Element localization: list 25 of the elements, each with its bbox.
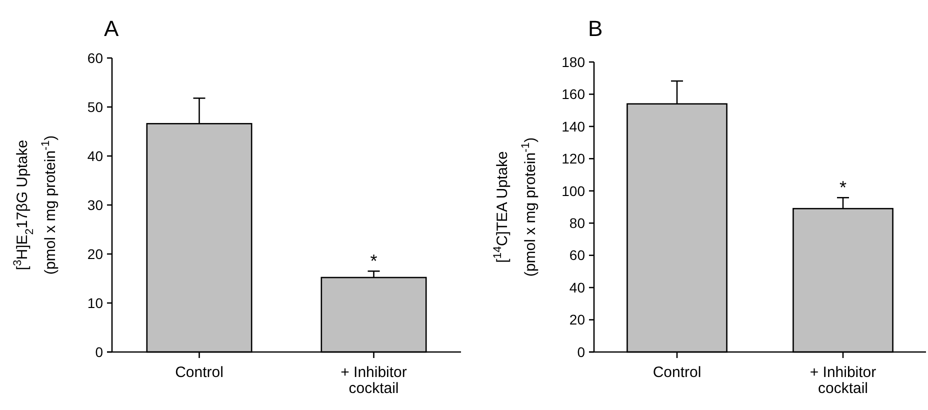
- x-tick-label: Control: [652, 364, 702, 381]
- chart-title: B: [588, 16, 603, 41]
- annotation: *: [839, 178, 847, 198]
- y-tick-label: 100: [562, 182, 586, 199]
- y-tick-label: 140: [562, 118, 586, 134]
- y-tick-label: 0: [577, 344, 586, 360]
- x-tick-label: Control: [175, 364, 224, 381]
- y-tick-label: 30: [87, 196, 104, 213]
- y-tick-label: 20: [569, 312, 586, 328]
- y-tick-label: 40: [569, 279, 586, 296]
- y-tick-label: 120: [562, 150, 586, 167]
- chart-title: A: [104, 16, 119, 41]
- y-tick-label: 80: [569, 215, 586, 232]
- y-tick-label: 10: [87, 294, 104, 311]
- y-tick-label: 60: [87, 50, 104, 66]
- y-tick-label: 180: [562, 54, 586, 70]
- annotation: *: [370, 251, 378, 272]
- y-tick-label: 50: [87, 98, 104, 115]
- y-tick-label: 20: [87, 246, 104, 262]
- x-tick-label: + Inhibitor cocktail: [810, 364, 876, 397]
- y-tick-label: 60: [569, 247, 586, 264]
- y-tick-label: 160: [562, 86, 586, 102]
- y-tick-label: 0: [95, 344, 104, 360]
- x-tick-label: + Inhibitor cocktail: [340, 364, 407, 397]
- y-tick-label: 40: [87, 148, 104, 164]
